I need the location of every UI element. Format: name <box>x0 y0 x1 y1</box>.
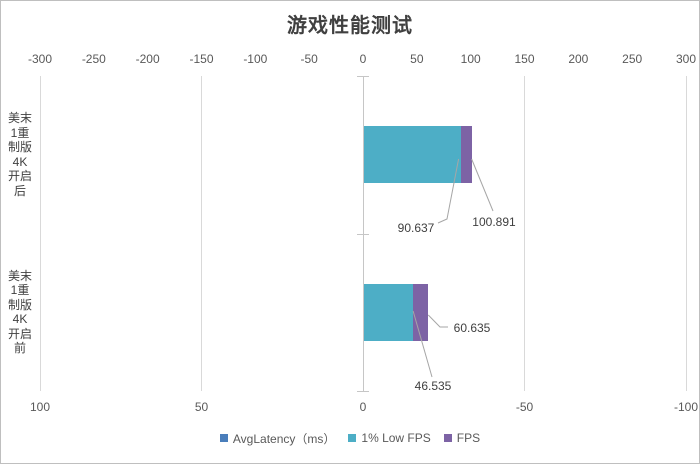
axis-tick <box>357 233 369 235</box>
bar-segment-fps <box>413 283 429 341</box>
category-label: 美末 1重 制版 4K 开启 后 <box>7 111 32 198</box>
top-axis-tick-label: -250 <box>81 52 106 66</box>
legend-swatch-icon <box>443 434 452 442</box>
bottom-axis-tick-label: 0 <box>359 400 367 414</box>
legend-item: 1% Low FPS <box>348 431 431 445</box>
bar-segment-fps <box>460 126 472 184</box>
legend-item: AvgLatency（ms） <box>219 430 336 447</box>
legend-label: AvgLatency（ms） <box>232 431 336 446</box>
top-axis-tick-label: 50 <box>410 52 424 66</box>
gridline <box>201 76 202 391</box>
top-axis-tick-label: 150 <box>514 52 535 66</box>
top-axis-tick-label: 250 <box>622 52 643 66</box>
top-axis-tick-label: -200 <box>135 52 160 66</box>
legend-item: FPS <box>443 431 481 445</box>
top-axis-tick-label: 0 <box>359 52 367 66</box>
legend-swatch-icon <box>219 434 228 442</box>
bottom-axis-tick-label: 50 <box>194 400 209 414</box>
gridline <box>685 76 687 391</box>
legend: AvgLatency（ms） 1% Low FPS FPS <box>1 430 699 446</box>
top-axis-tick-label: 100 <box>460 52 481 66</box>
axis-tick <box>357 391 369 392</box>
legend-label: FPS <box>456 431 481 445</box>
bottom-axis-tick-label: 100 <box>29 400 51 414</box>
top-axis-tick-label: -100 <box>243 52 268 66</box>
data-label: 46.535 <box>414 379 452 393</box>
data-label: 60.635 <box>453 321 491 335</box>
top-axis-tick-label: -50 <box>300 52 318 66</box>
top-axis-tick-label: -300 <box>27 52 53 66</box>
gridline <box>39 76 41 391</box>
leader-line <box>471 158 494 212</box>
axis-tick <box>357 76 369 77</box>
bottom-axis-tick-label: -100 <box>673 400 699 414</box>
bar-segment-1pct-low-fps <box>364 283 414 341</box>
data-label: 90.637 <box>397 221 435 235</box>
chart-title: 游戏性能测试 <box>287 15 413 37</box>
top-axis-tick-label: 200 <box>568 52 589 66</box>
legend-swatch-icon <box>348 434 357 442</box>
gridline <box>524 76 525 391</box>
category-label: 美末 1重 制版 4K 开启 前 <box>7 268 32 356</box>
bottom-axis-tick-label: -50 <box>515 400 534 414</box>
data-label: 100.891 <box>472 215 516 229</box>
top-axis-tick-label: 300 <box>675 52 697 66</box>
top-axis-tick-label: -150 <box>189 52 214 66</box>
bar-segment-1pct-low-fps <box>364 126 461 184</box>
legend-label: 1% Low FPS <box>361 431 431 445</box>
